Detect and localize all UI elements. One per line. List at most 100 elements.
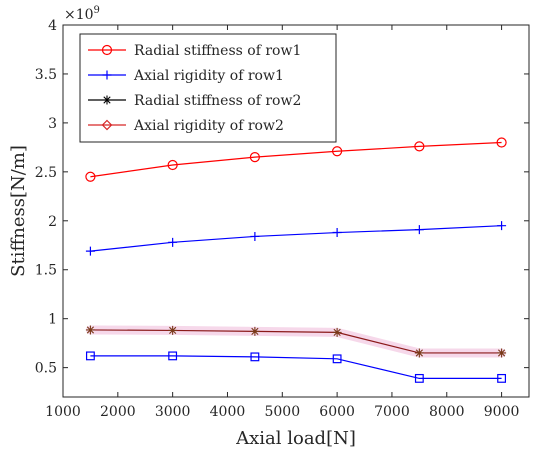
x-tick-label-7: 7000 <box>374 404 410 420</box>
series-2-point-5 <box>414 225 424 235</box>
y-tick-label-7: 3.5 <box>35 67 57 83</box>
series-2-point-5-shape <box>414 225 424 235</box>
series-2-point-2-shape <box>168 237 178 247</box>
series-4-point-6-shape <box>497 373 507 383</box>
legend-marker-4-shape <box>101 119 113 131</box>
legend-item-2: Axial rigidity of row1 <box>88 68 284 84</box>
series-4-point-3 <box>250 352 260 362</box>
series-3-point-2 <box>168 325 178 335</box>
legend-marker-1 <box>101 44 113 56</box>
legend-label-3: Radial stiffness of row2 <box>134 93 301 109</box>
series-2-point-1 <box>85 246 95 256</box>
legend-marker-2-shape <box>102 70 112 80</box>
x-tick-label-4: 4000 <box>210 404 246 420</box>
series-1-point-4 <box>332 146 343 157</box>
series-3 <box>85 325 507 358</box>
legend-label-4: Axial rigidity of row2 <box>133 118 284 134</box>
series-2-point-4 <box>332 228 342 238</box>
y-tick-label-4: 2 <box>48 214 57 230</box>
series-1-point-3 <box>249 152 260 163</box>
x-tick-label-9: 9000 <box>484 404 520 420</box>
series-1-line <box>90 141 502 178</box>
x-tick-label-2: 2000 <box>100 404 136 420</box>
series-2-point-6 <box>497 221 507 231</box>
y-tick-label-6: 3 <box>48 116 57 132</box>
y-tick-label-5: 2.5 <box>35 165 57 181</box>
series-2-point-3 <box>250 231 260 241</box>
y-axis-label: Stiffness[N/m] <box>8 145 29 277</box>
series-3-point-3 <box>250 326 260 336</box>
x-tick-label-3: 3000 <box>155 404 191 420</box>
x-tick-label-1: 1000 <box>45 404 81 420</box>
x-tick-label-6: 6000 <box>319 404 355 420</box>
legend-item-3: Radial stiffness of row2 <box>88 93 301 109</box>
series-4-point-4 <box>332 354 342 364</box>
legend-marker-3 <box>102 95 112 105</box>
series-1-point-6 <box>496 137 507 148</box>
x-tick-label-8: 8000 <box>429 404 465 420</box>
series-3-line <box>90 329 502 354</box>
series-1-point-2-shape <box>167 159 178 171</box>
series-3-point-3-shape <box>250 326 260 336</box>
y-tick-label-1: 0.5 <box>35 361 57 377</box>
legend-label-1: Radial stiffness of row1 <box>134 43 301 59</box>
series-1-point-1 <box>85 171 96 182</box>
y-exponent: ×109 <box>64 5 100 23</box>
series-1-point-4-shape <box>332 146 343 157</box>
legend-marker-3-shape <box>102 95 112 105</box>
series-layer <box>85 137 507 383</box>
ticks-layer: 1000 2000 3000 4000 5000 6000 7000 8000 9000 0.5 1… <box>35 18 529 420</box>
series-3-point-1-shape <box>85 325 95 335</box>
series-1-point-3-shape <box>249 152 260 163</box>
series-4-point-5 <box>414 373 424 383</box>
y-exponent-power: 9 <box>94 5 100 16</box>
legend: Radial stiffness of row1 Axial rigidity o… <box>79 33 337 143</box>
legend-marker-1-shape <box>101 44 113 56</box>
series-4-line <box>90 355 502 379</box>
series-1 <box>85 137 507 182</box>
series-4-point-4-shape <box>332 354 342 364</box>
series-4-point-2-shape <box>168 351 178 361</box>
series-1-point-5 <box>414 141 425 152</box>
series-4-point-6 <box>497 373 507 383</box>
series-3-point-6-shape <box>497 348 507 358</box>
legend-box <box>79 33 337 143</box>
series-2 <box>85 221 507 256</box>
series-4-point-2 <box>168 351 178 361</box>
series-3-point-4 <box>332 327 342 337</box>
x-tick-label-5: 5000 <box>264 404 300 420</box>
series-3-point-1 <box>85 325 95 335</box>
axes-layer <box>62 24 530 398</box>
x-axis-label: Axial load[N] <box>235 428 356 449</box>
series-2-point-4-shape <box>332 228 342 238</box>
y-tick-label-2: 1 <box>48 312 57 328</box>
series-3-point-5-shape <box>414 348 424 358</box>
y-tick-label-3: 1.5 <box>35 263 57 279</box>
series-4 <box>85 351 507 383</box>
series-1-point-1-shape <box>85 171 96 182</box>
legend-label-2: Axial rigidity of row1 <box>133 68 284 84</box>
series-3-point-2-shape <box>168 325 178 335</box>
legend-item-4: Axial rigidity of row2 <box>88 118 284 134</box>
series-3-point-4-shape <box>332 327 342 337</box>
series-2-line <box>90 225 502 252</box>
series-2-point-2 <box>168 237 178 247</box>
legend-marker-2 <box>102 70 112 80</box>
series-4-point-3-shape <box>250 352 260 362</box>
series-4-point-1-shape <box>85 351 95 361</box>
legend-marker-4 <box>101 119 113 131</box>
series-1-point-6-shape <box>496 137 507 148</box>
series-4-point-1 <box>85 351 95 361</box>
axes-box <box>62 24 530 398</box>
series-2-point-1-shape <box>85 246 95 256</box>
y-tick-label-8: 4 <box>48 18 57 34</box>
legend-item-1: Radial stiffness of row1 <box>88 43 301 59</box>
series-2-point-6-shape <box>497 221 507 231</box>
series-4-point-5-shape <box>414 373 424 383</box>
series-3-point-6 <box>497 348 507 358</box>
series-3-point-5 <box>414 348 424 358</box>
series-1-point-5-shape <box>414 141 425 152</box>
series-2-point-3-shape <box>250 231 260 241</box>
